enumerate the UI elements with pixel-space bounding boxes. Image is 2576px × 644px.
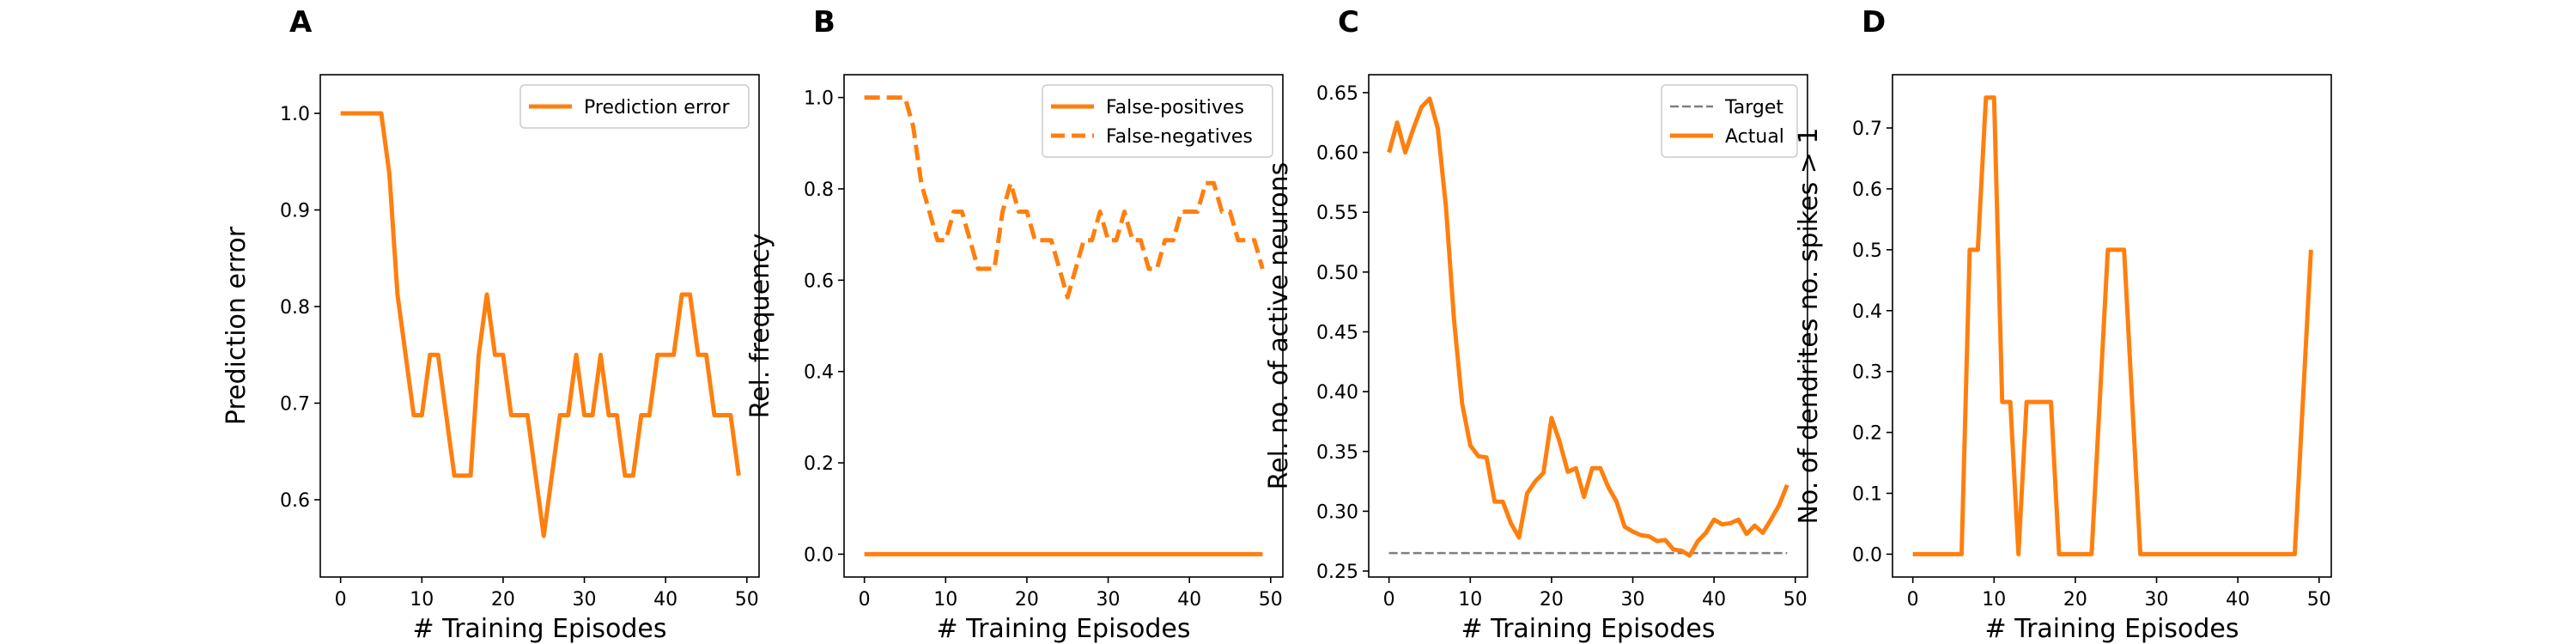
- legend-label: Prediction error: [584, 97, 730, 118]
- panel-c: C 0 10 20 30 40 50 0.25 0.30 0.35 0.40 0.45 0.50 0.55…: [1264, 5, 1808, 644]
- x-tick-label: 50: [2307, 589, 2331, 611]
- y-tick-label: 0.45: [1316, 322, 1358, 343]
- x-tick-label: 50: [735, 589, 759, 611]
- legend: False-positives False-negatives: [1042, 84, 1273, 158]
- panel-letter: D: [1862, 5, 1886, 39]
- panel-a: A 0 10 20 30 40 50 0.6 0.7 0.8 0.9 1.0 # Training Ep…: [222, 5, 760, 644]
- y-tick-label: 0.50: [1316, 263, 1358, 284]
- y-tick-label: 0.8: [280, 297, 310, 319]
- x-tick-label: 10: [1982, 589, 2006, 611]
- x-tick-label: 0: [859, 589, 871, 611]
- x-tick-label: 20: [2063, 589, 2087, 611]
- x-tick-label: 20: [1015, 589, 1039, 611]
- y-tick-label: 0.4: [1852, 301, 1882, 323]
- axes-frame: [1368, 74, 1808, 578]
- x-axis-label: # Training Episodes: [1984, 614, 2239, 644]
- y-axis-label: Prediction error: [222, 226, 252, 425]
- x-tick-label: 40: [2226, 589, 2250, 611]
- panel-letter: B: [813, 5, 835, 39]
- y-tick-label: 1.0: [280, 104, 310, 125]
- x-tick-label: 40: [1177, 589, 1201, 611]
- legend-label: False-positives: [1106, 97, 1244, 118]
- x-tick-label: 0: [335, 589, 347, 611]
- series-line: [864, 95, 1265, 300]
- y-tick-label: 0.1: [1852, 484, 1882, 506]
- y-tick-label: 0.6: [280, 490, 310, 512]
- x-tick-label: 40: [653, 589, 677, 611]
- panel-d: D 0 10 20 30 40 50 0.0 0.1 0.2 0.3 0.4 0.5 0.6 0.7 # Tr…: [1794, 5, 2332, 644]
- x-axis-label: # Training Episodes: [1461, 614, 1715, 644]
- x-tick-label: 50: [1783, 589, 1807, 611]
- legend-box: [1661, 84, 1798, 158]
- x-tick-label: 20: [1540, 589, 1564, 611]
- y-tick-label: 0.65: [1316, 83, 1358, 105]
- y-axis-label: Rel. no. of active neurons: [1264, 162, 1294, 490]
- x-tick-label: 30: [2145, 589, 2169, 611]
- series-line: [340, 111, 741, 538]
- axes-frame: [1892, 74, 2332, 578]
- series-line: [1387, 96, 1789, 558]
- x-axis-label: # Training Episodes: [412, 614, 666, 644]
- y-tick-label: 0.9: [280, 201, 310, 222]
- x-tick-label: 50: [1259, 589, 1283, 611]
- y-tick-label: 0.60: [1316, 143, 1358, 165]
- y-tick-label: 0.30: [1316, 501, 1358, 523]
- y-tick-label: 0.6: [1852, 179, 1882, 201]
- y-tick-label: 0.2: [1852, 423, 1882, 445]
- y-tick-label: 0.25: [1316, 562, 1358, 583]
- axes-frame: [319, 74, 760, 578]
- panel-b: B 0 10 20 30 40 50 0.0 0.2 0.4 0.6 0.8 1.0 # Training…: [745, 5, 1284, 644]
- x-tick-label: 10: [1458, 589, 1482, 611]
- y-tick-label: 0.3: [1852, 362, 1882, 384]
- x-tick-label: 20: [491, 589, 515, 611]
- x-tick-label: 0: [1383, 589, 1395, 611]
- legend: Prediction error: [519, 84, 750, 129]
- y-tick-label: 0.2: [804, 453, 834, 475]
- legend-box: [519, 84, 750, 129]
- y-tick-label: 0.40: [1316, 382, 1358, 404]
- x-tick-label: 10: [933, 589, 957, 611]
- y-tick-label: 0.0: [1852, 544, 1882, 566]
- legend-label: Actual: [1725, 126, 1784, 148]
- y-tick-label: 0.6: [804, 270, 834, 292]
- x-tick-label: 40: [1702, 589, 1726, 611]
- panel-letter: A: [289, 5, 313, 39]
- legend-label: False-negatives: [1106, 126, 1253, 148]
- y-tick-label: 0.0: [804, 544, 834, 566]
- y-tick-label: 0.55: [1316, 203, 1358, 224]
- y-tick-label: 0.35: [1316, 442, 1358, 464]
- panel-letter: C: [1338, 5, 1359, 39]
- legend-box: [1042, 84, 1273, 158]
- y-tick-label: 0.5: [1852, 240, 1882, 262]
- x-tick-label: 10: [410, 589, 434, 611]
- y-tick-label: 0.7: [1852, 118, 1882, 140]
- x-tick-label: 30: [573, 589, 597, 611]
- y-tick-label: 0.8: [804, 179, 834, 201]
- x-tick-label: 30: [1621, 589, 1645, 611]
- axes-frame: [843, 74, 1284, 578]
- legend: Target Actual: [1661, 84, 1798, 158]
- y-axis-label: Rel. frequency: [745, 234, 775, 419]
- y-tick-label: 1.0: [804, 88, 834, 110]
- legend-label: Target: [1724, 97, 1783, 118]
- y-tick-label: 0.7: [280, 394, 310, 416]
- x-axis-label: # Training Episodes: [936, 614, 1190, 644]
- series-line: [1912, 95, 2313, 556]
- x-tick-label: 30: [1097, 589, 1121, 611]
- y-axis-label: No. of dendrites no. spikes > 1: [1794, 127, 1824, 524]
- x-tick-label: 0: [1907, 589, 1919, 611]
- y-tick-label: 0.4: [804, 362, 834, 384]
